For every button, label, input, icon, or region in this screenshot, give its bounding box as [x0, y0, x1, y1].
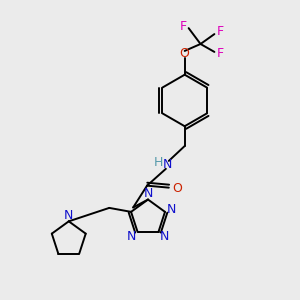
Text: N: N	[167, 203, 177, 216]
Text: F: F	[217, 47, 224, 60]
Text: N: N	[143, 187, 153, 200]
Text: N: N	[160, 230, 169, 243]
Text: N: N	[127, 230, 136, 243]
Text: O: O	[172, 182, 182, 195]
Text: F: F	[180, 20, 187, 33]
Text: O: O	[180, 47, 190, 60]
Text: N: N	[163, 158, 172, 171]
Text: F: F	[217, 25, 224, 38]
Text: N: N	[64, 209, 74, 222]
Text: H: H	[154, 156, 164, 170]
